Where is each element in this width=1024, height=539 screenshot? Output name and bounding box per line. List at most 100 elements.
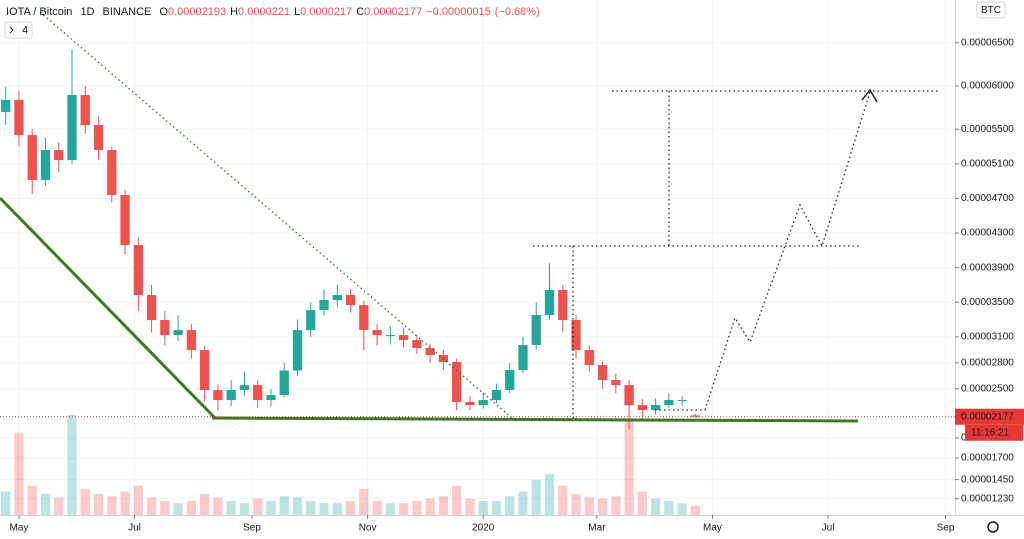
y-tick-label: 0.00002500 (961, 383, 1014, 394)
candle-body (80, 94, 90, 126)
y-tick-label: 0.00001230 (961, 493, 1014, 504)
volume-bar (332, 503, 342, 515)
ohlc-value: 0.00002177 (364, 6, 422, 18)
legend-header: IOTA / Bitcoin 1D BINANCE O0.00002193 H0.000… (4, 6, 540, 39)
candle-body (412, 339, 422, 349)
candle-body (266, 395, 276, 401)
y-tick-label: 0.00001450 (961, 474, 1014, 485)
y-tick-label: 0.00005100 (961, 158, 1014, 169)
volume-bar (677, 503, 687, 515)
candle-body (14, 100, 24, 136)
candle-body (120, 194, 130, 245)
change-pct: (−0.68%) (495, 6, 540, 18)
volume-bar (67, 415, 77, 515)
volume-bar (571, 493, 581, 515)
candle-body (186, 330, 197, 351)
volume-bar (146, 497, 157, 515)
countdown: 11:16:21 (971, 427, 1010, 438)
candle-body (306, 310, 316, 331)
candle-body (292, 330, 303, 371)
volume-bar (611, 496, 621, 515)
volume-bar (1, 491, 11, 515)
candle-body (93, 125, 104, 151)
y-tick-label: 0.00006000 (961, 81, 1014, 92)
settings-icon[interactable] (987, 521, 999, 533)
volume-bar (531, 479, 541, 515)
y-tick-label: 0.00004700 (961, 193, 1014, 204)
candles (1, 49, 701, 430)
candle-body (398, 335, 409, 340)
x-tick-label: 2020 (472, 523, 495, 534)
volume-bar (359, 489, 369, 515)
volume-bar (505, 496, 515, 515)
volume-bar (664, 500, 674, 515)
volume-bar (452, 485, 462, 515)
x-tick-label: May (703, 523, 722, 534)
symbol: IOTA / Bitcoin (6, 6, 72, 18)
candle-body (478, 400, 488, 406)
candle-body (677, 400, 687, 402)
volume-bar (93, 493, 104, 515)
y-tick-label: 0.00003900 (961, 262, 1014, 273)
candle-body (637, 405, 647, 411)
ohlc-value: 0.00002193 (168, 6, 226, 18)
axes: 0.00006500 0.00006000 0.00005500 0.00005100… (9, 37, 1024, 534)
currency: BTC (981, 5, 1001, 16)
support-line (211, 416, 859, 423)
volume-bar (27, 485, 37, 515)
y-tick-label: 0.00006500 (961, 37, 1014, 48)
volume-bar (226, 500, 236, 515)
candle-body (452, 362, 462, 403)
volume-bar (584, 497, 594, 515)
candle-body (465, 402, 475, 406)
currency-box (976, 1, 1006, 19)
volume-bar (40, 493, 51, 515)
candle-body (385, 335, 395, 337)
ohlc-key: O (159, 6, 168, 18)
volume-bar (173, 503, 183, 515)
candle-body (359, 305, 369, 331)
volume-bar (438, 496, 449, 515)
ohlc-key: C (356, 6, 364, 18)
candle-body (173, 330, 183, 336)
candle-body (253, 385, 263, 401)
volume-bar (306, 500, 316, 515)
indicator-badge[interactable] (4, 21, 33, 39)
candle-body (544, 289, 555, 315)
volume-bar (491, 500, 502, 515)
candle-body (133, 244, 143, 296)
volume-bar (54, 497, 64, 515)
x-tick-label: Mar (588, 523, 606, 534)
y-tick-label: 0.00003100 (961, 332, 1014, 343)
volume-bar (186, 500, 197, 515)
candle-body (319, 300, 329, 311)
interval: 1D (80, 6, 94, 18)
candle-body (372, 330, 382, 336)
volume-bar (412, 500, 422, 515)
header: IOTA / Bitcoin 1D BINANCE O0.00002193 H0.000… (6, 6, 540, 18)
candle-body (425, 348, 435, 356)
candle-body (597, 364, 608, 381)
x-tick-label: Sep (937, 523, 955, 534)
resistance-line (39, 11, 513, 419)
y-tick-label: 0.00004300 (961, 228, 1014, 239)
candle-body (226, 389, 236, 401)
volume-bar (478, 500, 488, 515)
volume-bar (213, 497, 223, 515)
candle-body (1, 100, 11, 112)
volume-bar (518, 491, 528, 515)
volume-bar (80, 489, 90, 515)
last-price-label: 0.00002177 (961, 411, 1014, 422)
volume-bar (200, 493, 210, 515)
candle-body (518, 345, 528, 371)
volume-bar (558, 485, 568, 515)
candle-body (584, 350, 594, 365)
ohlc-value: 0.0000221 (238, 6, 290, 18)
y-tick-label: 0.00002800 (961, 357, 1014, 368)
volume-bar (279, 496, 289, 515)
volume-bar (597, 498, 608, 515)
volume-bar (624, 420, 634, 515)
exchange: BINANCE (103, 6, 152, 18)
volume-bar (266, 500, 276, 515)
candle-body (531, 314, 541, 346)
